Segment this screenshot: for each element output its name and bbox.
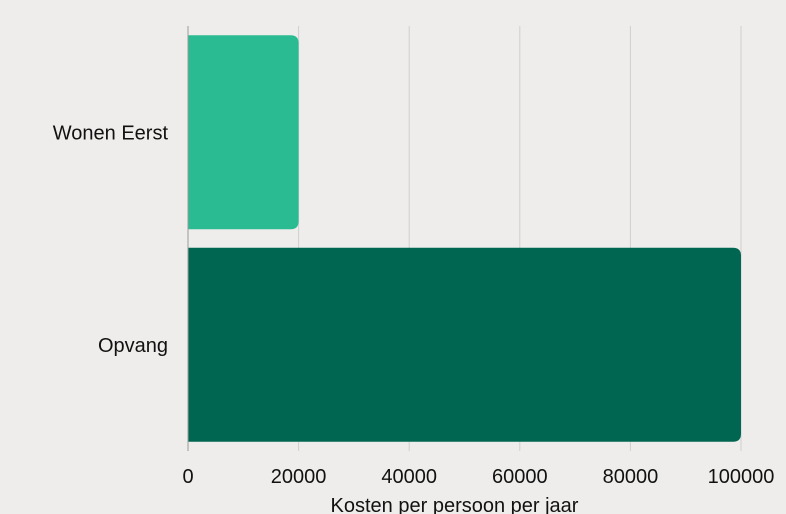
x-tick-label-5: 100000 [708, 466, 775, 488]
category-label-0: Wonen Eerst [53, 122, 169, 144]
x-axis-title: Kosten per persoon per jaar [331, 495, 579, 514]
x-tick-label-1: 20000 [271, 466, 327, 488]
bars [188, 35, 741, 442]
x-tick-label-2: 40000 [381, 466, 437, 488]
x-tick-label-0: 0 [182, 466, 193, 488]
x-tick-label-3: 60000 [492, 466, 548, 488]
bar-opvang [188, 247, 741, 442]
bar-wonen-eerst [188, 35, 299, 230]
x-tick-label-4: 80000 [603, 466, 659, 488]
category-label-1: Opvang [98, 335, 168, 357]
axes: Wonen Eerst Opvang 0 20000 40000 60000 80000 10… [53, 26, 775, 488]
